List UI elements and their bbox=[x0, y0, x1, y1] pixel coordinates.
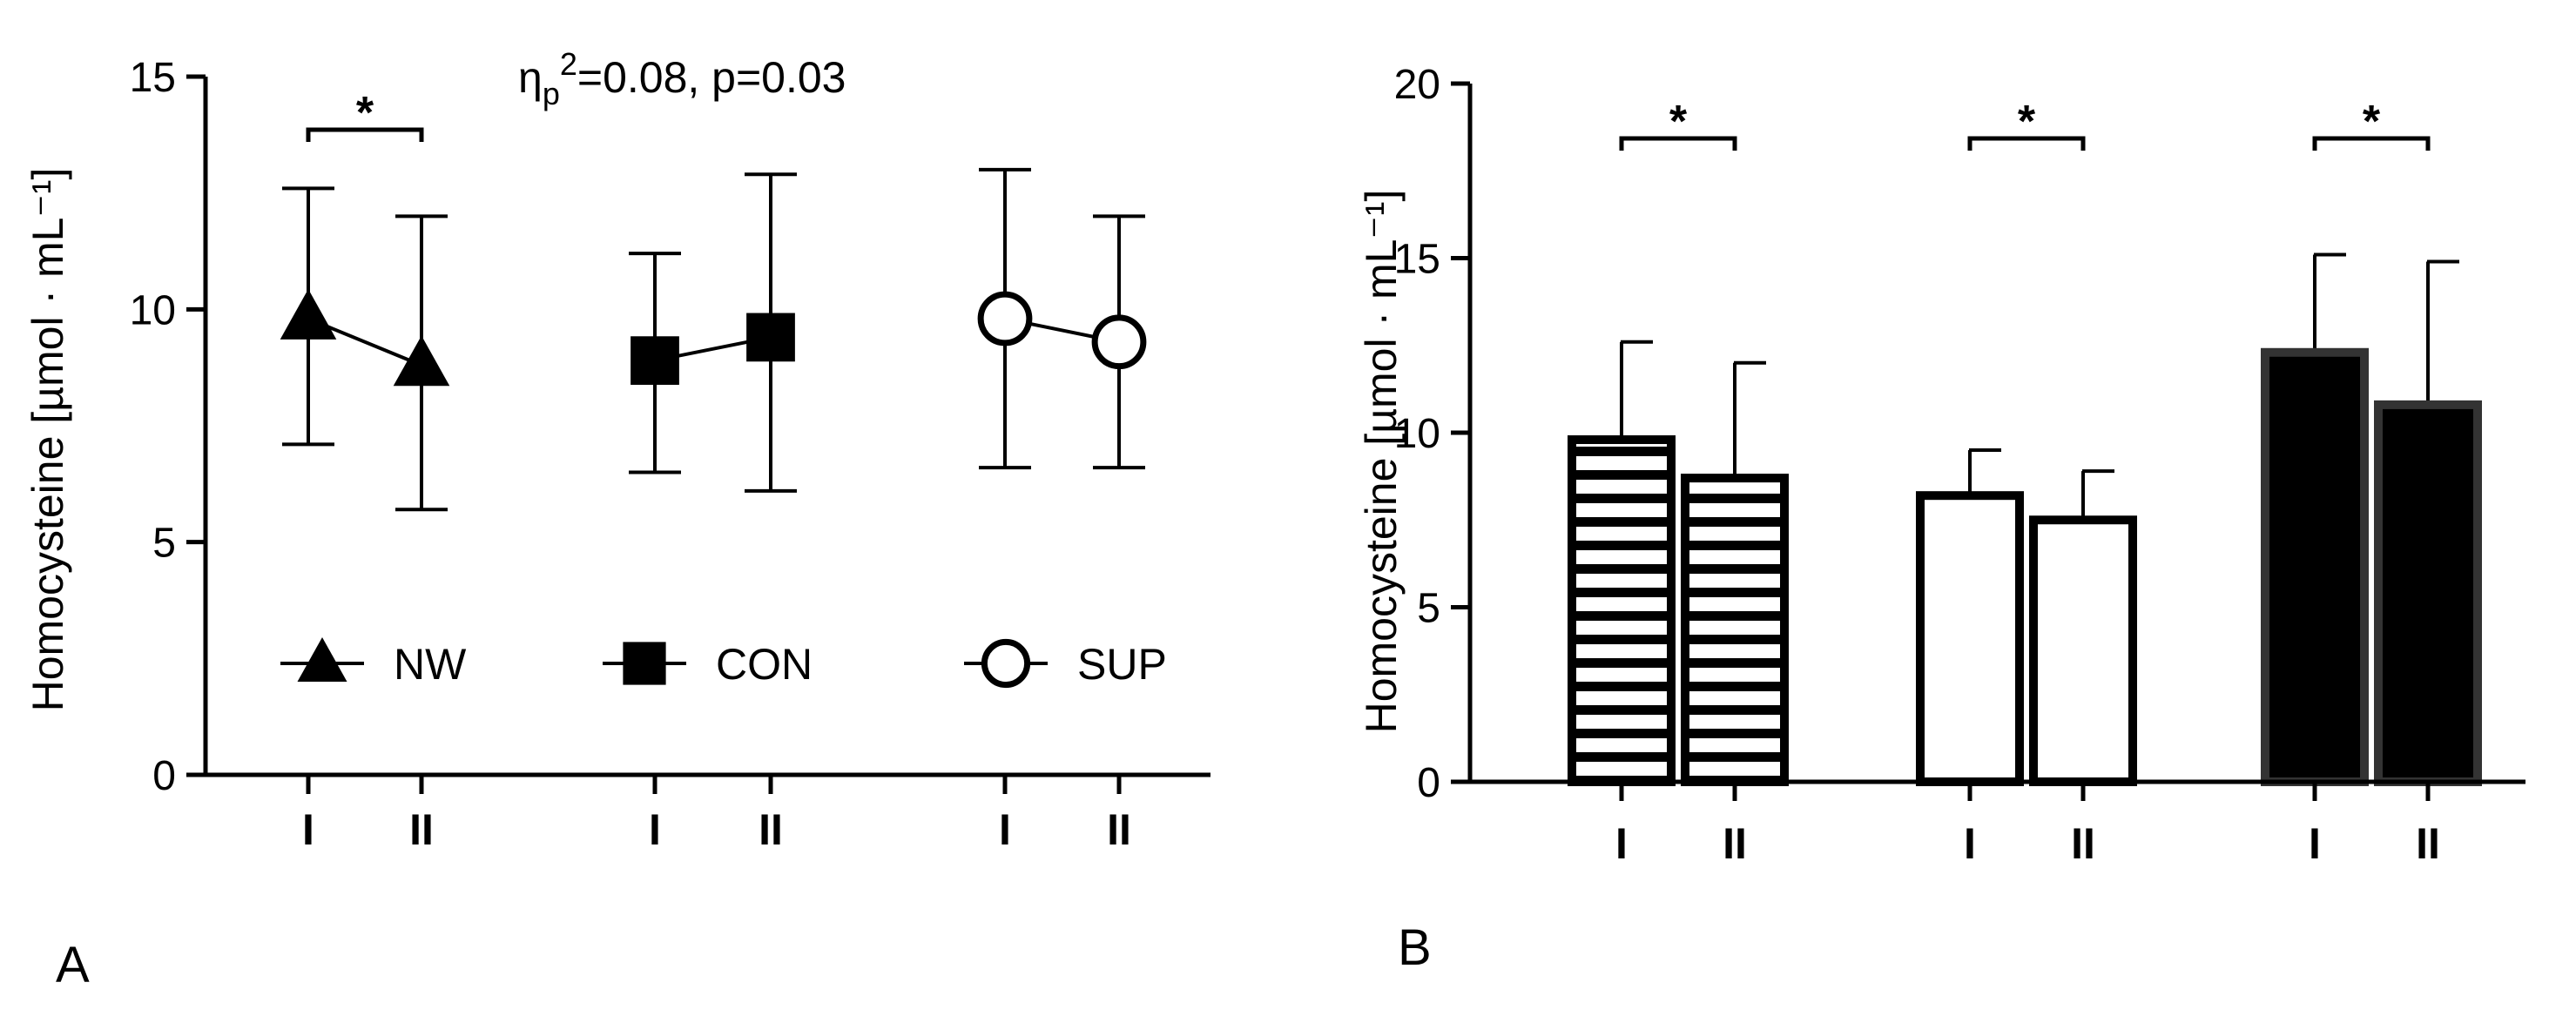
bar-group-3-II bbox=[2374, 400, 2482, 786]
y-tick-label: 5 bbox=[1417, 586, 1440, 632]
significance-bracket bbox=[1619, 136, 1737, 151]
x-tick-label: II bbox=[1107, 805, 1131, 854]
significance-bracket bbox=[306, 127, 424, 142]
y-tick-label: 20 bbox=[1394, 62, 1440, 108]
x-tick-label: II bbox=[2071, 819, 2095, 868]
data-point-con bbox=[631, 336, 679, 386]
y-tick-label: 5 bbox=[152, 521, 176, 567]
significance-bracket bbox=[2312, 136, 2431, 151]
significance-bracket bbox=[1967, 136, 2086, 151]
y-tick-label: 15 bbox=[1394, 237, 1440, 283]
x-tick-label: II bbox=[2416, 819, 2440, 868]
legend-label-sup: SUP bbox=[1077, 640, 1167, 689]
data-point-con bbox=[746, 313, 795, 362]
panel-a-stat-annotation: ηp2=0.08, p=0.03 bbox=[518, 46, 846, 111]
data-point-nw bbox=[393, 335, 450, 387]
panel-label-b: B bbox=[1398, 919, 1432, 976]
legend-label-con: CON bbox=[716, 640, 813, 689]
data-point-sup bbox=[1091, 314, 1147, 370]
significance-star: * bbox=[356, 88, 374, 138]
legend-marker-con bbox=[623, 642, 666, 685]
panel-b-ylabel: Homocysteine [µmol · mL⁻¹] bbox=[1357, 190, 1406, 734]
significance-star: * bbox=[2363, 97, 2381, 147]
significance-star: * bbox=[1669, 97, 1688, 147]
x-tick-label: II bbox=[409, 805, 434, 854]
legend-label-nw: NW bbox=[394, 640, 467, 689]
data-point-sup bbox=[977, 291, 1033, 347]
x-tick-label: II bbox=[1723, 819, 1747, 868]
panel-a-ylabel: Homocysteine [µmol · mL⁻¹] bbox=[24, 168, 72, 712]
panel-a-chart: Homocysteine [µmol · mL⁻¹] ηp2=0.08, p=0… bbox=[24, 46, 1210, 854]
bar-group-1-I bbox=[1568, 435, 1676, 786]
panel-b-chart: Homocysteine [µmol · mL⁻¹] * * * 0 5 10 15 20 I… bbox=[1357, 62, 2525, 868]
bar-group-3-I bbox=[2261, 347, 2369, 786]
bar-group-1-II bbox=[1681, 474, 1789, 786]
bar-group-2-II bbox=[2029, 515, 2137, 786]
panel-a-legend: NW CON SUP bbox=[280, 637, 1167, 689]
bar-group-2-I bbox=[1916, 491, 2024, 786]
data-point-nw bbox=[280, 289, 337, 340]
panel-label-a: A bbox=[56, 937, 90, 993]
y-tick-label: 15 bbox=[130, 55, 176, 101]
x-tick-label: I bbox=[2309, 819, 2321, 868]
legend-marker-nw bbox=[297, 637, 347, 682]
x-tick-label: I bbox=[999, 805, 1011, 854]
y-tick-label: 0 bbox=[152, 753, 176, 799]
x-tick-label: I bbox=[1615, 819, 1628, 868]
y-tick-label: 10 bbox=[1394, 411, 1440, 457]
y-tick-label: 0 bbox=[1417, 760, 1440, 806]
x-tick-label: I bbox=[302, 805, 314, 854]
x-tick-label: I bbox=[1964, 819, 1976, 868]
x-tick-label: I bbox=[649, 805, 661, 854]
significance-star: * bbox=[2018, 97, 2036, 147]
legend-marker-sup bbox=[981, 638, 1031, 689]
y-tick-label: 10 bbox=[130, 287, 176, 333]
x-tick-label: II bbox=[759, 805, 783, 854]
